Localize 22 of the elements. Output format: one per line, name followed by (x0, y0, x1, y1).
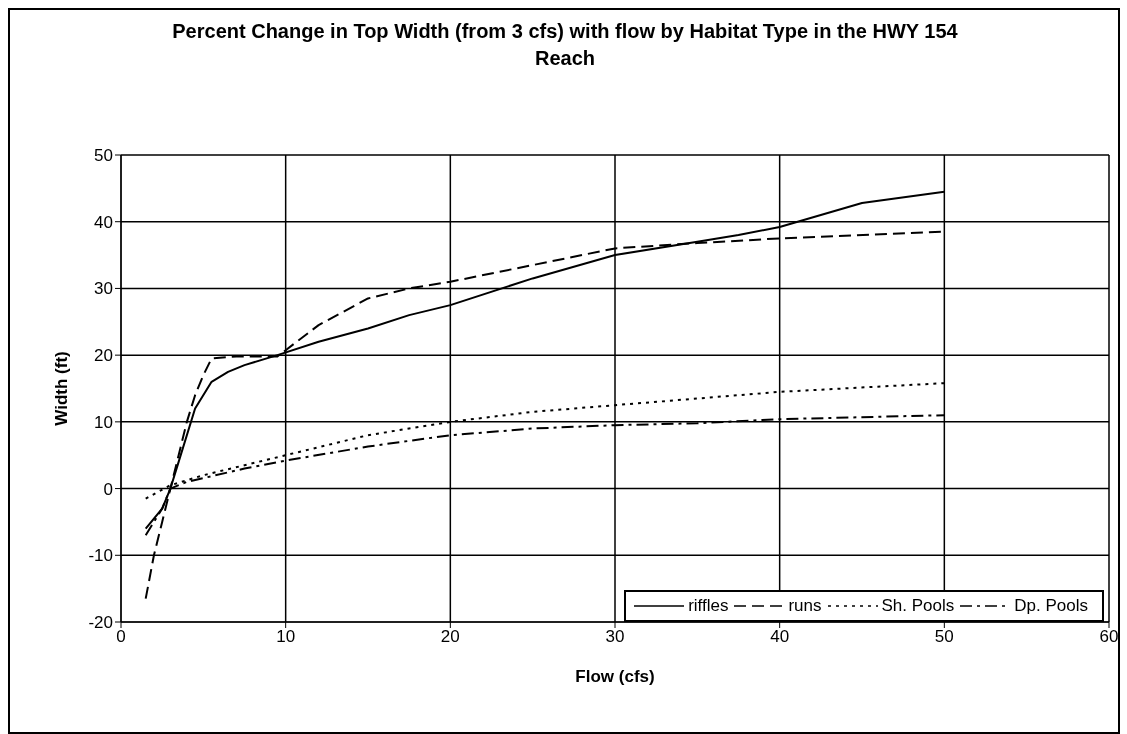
x-tick-label: 40 (770, 627, 790, 647)
x-axis-title: Flow (cfs) (575, 667, 655, 686)
x-tick-label: 60 (1099, 627, 1119, 647)
y-tick-label: 10 (94, 412, 113, 432)
x-tick-label: 30 (605, 627, 625, 647)
y-tick-label: -20 (88, 613, 113, 633)
legend-label: Sh. Pools (881, 596, 955, 616)
legend-label: runs (788, 596, 822, 616)
legend-label: riffles (688, 596, 729, 616)
legend-label: Dp. Pools (1014, 596, 1088, 616)
y-tick-label: 0 (103, 479, 113, 499)
y-axis-title: Width (ft) (52, 351, 72, 426)
chart-title: Percent Change in Top Width (from 3 cfs) with flow by Habitat Type in the HWY 154 Reach (171, 19, 959, 71)
y-tick-label: 20 (94, 346, 113, 366)
y-tick-label: 50 (94, 146, 113, 166)
y-tick-label: 30 (94, 279, 113, 299)
y-tick-label: 40 (94, 212, 113, 232)
x-tick-label: 50 (934, 627, 954, 647)
x-tick-label: 0 (116, 627, 126, 647)
y-tick-label: -10 (88, 546, 113, 566)
x-tick-label: 10 (276, 627, 296, 647)
x-tick-label: 20 (440, 627, 460, 647)
